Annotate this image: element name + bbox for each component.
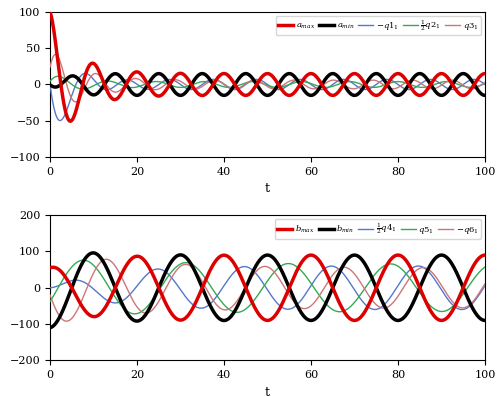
Legend: $b_{max}$, $b_{min}$, $\frac{1}{2}q4_1$, $q5_1$, $-q6_1$: $b_{max}$, $b_{min}$, $\frac{1}{2}q4_1$,… [275,219,481,239]
Legend: $a_{max}$, $a_{min}$, $-q1_1$, $\frac{1}{2}q2_1$, $q3_1$: $a_{max}$, $a_{min}$, $-q1_1$, $\frac{1}… [276,16,481,35]
X-axis label: t: t [265,182,270,195]
X-axis label: t: t [265,386,270,396]
